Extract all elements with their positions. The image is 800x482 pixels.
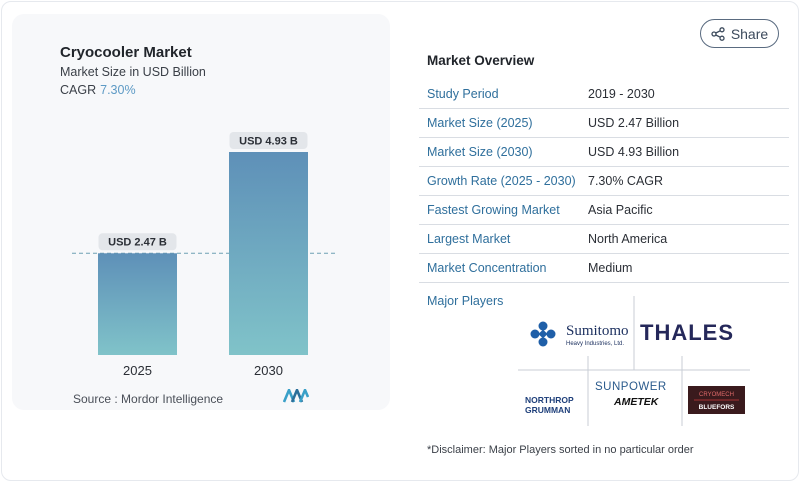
overview-label: Study Period xyxy=(427,87,499,101)
overview-row: Fastest Growing Market Asia Pacific xyxy=(419,196,789,225)
overview-title: Market Overview xyxy=(427,53,535,68)
chart-subtitle: Market Size in USD Billion xyxy=(60,65,206,79)
mordor-intelligence-logo xyxy=(283,389,309,403)
data-label-bg xyxy=(98,233,177,251)
data-label: USD 2.47 B xyxy=(108,237,167,249)
overview-value: 7.30% CAGR xyxy=(588,174,664,188)
overview-row: Market Size (2030) USD 4.93 Billion xyxy=(419,138,789,167)
data-label: USD 4.93 B xyxy=(239,135,298,147)
overview-value: USD 2.47 Billion xyxy=(588,116,680,130)
source-text: Source : Mordor Intelligence xyxy=(73,392,224,406)
share-button[interactable]: Share xyxy=(700,19,779,48)
overview-label: Largest Market xyxy=(427,232,511,246)
overview-row: Largest Market North America xyxy=(419,225,789,254)
cagr-label: CAGR xyxy=(60,83,97,97)
share-label: Share xyxy=(730,25,769,42)
chart-title: Cryocooler Market xyxy=(60,44,192,61)
bar-chart: USD 2.47 B 2025 USD 4.93 B 2030 xyxy=(72,132,338,378)
overview-row: Study Period 2019 - 2030 xyxy=(419,80,789,109)
cagr-row: CAGR 7.30% xyxy=(60,83,136,97)
overview-label: Market Size (2025) xyxy=(427,116,533,130)
overview-value: North America xyxy=(588,232,668,246)
overview-row: Growth Rate (2025 - 2030) 7.30% CAGR xyxy=(419,167,789,196)
bar-2025 xyxy=(98,253,177,355)
overview-table: Study Period 2019 - 2030 Market Size (202… xyxy=(419,80,789,283)
overview-value: USD 4.93 Billion xyxy=(588,145,680,159)
bar-2030 xyxy=(229,152,308,355)
data-label-bg xyxy=(229,132,308,149)
overview-label: Market Size (2030) xyxy=(427,145,533,159)
overview-value: Medium xyxy=(588,261,633,275)
overview-value: 2019 - 2030 xyxy=(588,87,655,101)
overview-row: Market Concentration Medium xyxy=(419,254,789,283)
x-tick-label: 2025 xyxy=(123,363,152,378)
overview-value: Asia Pacific xyxy=(588,203,653,217)
overview-label: Growth Rate (2025 - 2030) xyxy=(427,174,576,188)
cagr-value: 7.30% xyxy=(100,83,136,97)
overview-row: Market Size (2025) USD 2.47 Billion xyxy=(419,109,789,138)
overview-label: Market Concentration xyxy=(427,261,547,275)
x-tick-label: 2030 xyxy=(254,363,283,378)
share-icon xyxy=(711,26,725,41)
disclaimer-text: *Disclaimer: Major Players sorted in no … xyxy=(427,444,694,456)
overview-label: Fastest Growing Market xyxy=(427,203,560,217)
major-players-label: Major Players xyxy=(427,294,504,308)
chart-panel xyxy=(12,14,390,410)
